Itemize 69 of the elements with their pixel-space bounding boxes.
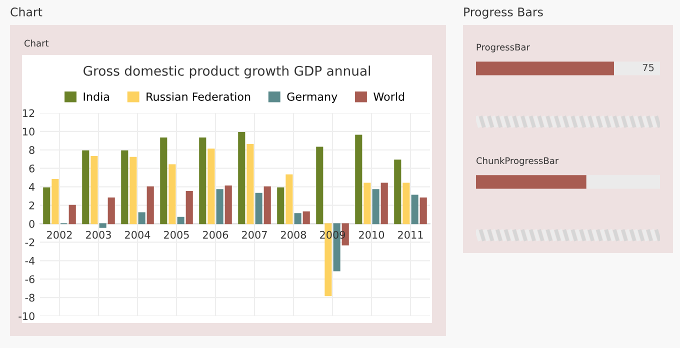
- bar: [146, 186, 154, 224]
- bar: [160, 137, 168, 224]
- bar: [316, 146, 324, 224]
- bar: [277, 187, 284, 224]
- y-tick-label: 10: [23, 128, 34, 136]
- bar: [138, 212, 146, 224]
- x-tick-label: 2007: [242, 230, 267, 239]
- bar: [68, 204, 76, 224]
- bar: [199, 137, 206, 224]
- y-tick-label: -6: [25, 275, 34, 284]
- bar: [394, 160, 402, 224]
- x-tick-label: 2005: [164, 230, 189, 239]
- bar: [420, 197, 427, 224]
- y-tick-label: ChunkProgressBar: [476, 157, 559, 166]
- y-tick-label: -4: [25, 257, 35, 265]
- bar: [286, 174, 293, 224]
- bar: [372, 189, 380, 224]
- bar: [186, 191, 193, 224]
- y-tick-label: -10: [18, 312, 34, 320]
- chart-title: Progress Bars: [464, 8, 543, 19]
- bar: [90, 156, 98, 224]
- bar: [52, 179, 59, 224]
- bar: [99, 223, 106, 228]
- y-tick-label: 0: [29, 220, 34, 228]
- y-tick-label: -8: [25, 294, 34, 302]
- bar: [402, 182, 410, 224]
- x-tick-label: 2010: [359, 230, 384, 239]
- y-tick-label: 4: [29, 183, 35, 191]
- legend-label: India: [84, 92, 109, 101]
- x-tick-label: 2002: [47, 230, 72, 239]
- bar: [302, 211, 310, 224]
- x-tick-label: 2003: [86, 230, 111, 239]
- bar: [216, 189, 224, 224]
- bar: [246, 144, 254, 224]
- bar: [294, 213, 302, 224]
- y-tick-label: -2: [25, 238, 34, 246]
- x-tick-label: 2004: [125, 230, 150, 239]
- bar: [177, 216, 184, 224]
- bar: [121, 150, 128, 224]
- bar: [380, 182, 388, 224]
- text: Chart: [24, 40, 49, 47]
- y-tick-label: 6: [29, 164, 34, 172]
- bar: [411, 194, 418, 224]
- y-tick-label: 12: [23, 109, 34, 117]
- bar: [208, 148, 215, 224]
- legend-label: Germany: [287, 92, 338, 103]
- x-tick-label: 2009: [320, 230, 346, 239]
- legend-label: World: [374, 92, 404, 101]
- bar: [364, 182, 371, 224]
- bar: [82, 150, 90, 224]
- bar: [224, 185, 232, 224]
- legend-label: Russian Federation: [146, 92, 250, 101]
- y-tick-label: ProgressBar: [476, 44, 530, 52]
- text: Chart: [10, 7, 42, 16]
- x-tick-label: 2008: [281, 230, 306, 239]
- chart-title: Gross domestic product growth GDP annual: [84, 66, 370, 78]
- bar: [130, 156, 137, 224]
- data-label: 75: [642, 64, 654, 72]
- bar: [264, 186, 271, 224]
- x-tick-label: 2011: [398, 230, 423, 239]
- bar: [43, 187, 50, 224]
- x-tick-label: 2006: [203, 230, 228, 239]
- y-tick-label: 8: [29, 146, 34, 154]
- bar: [238, 132, 246, 224]
- bar: [255, 192, 262, 224]
- bar: [168, 164, 176, 224]
- bar: [355, 134, 362, 224]
- y-tick-label: 2: [29, 202, 34, 210]
- bar: [108, 197, 115, 224]
